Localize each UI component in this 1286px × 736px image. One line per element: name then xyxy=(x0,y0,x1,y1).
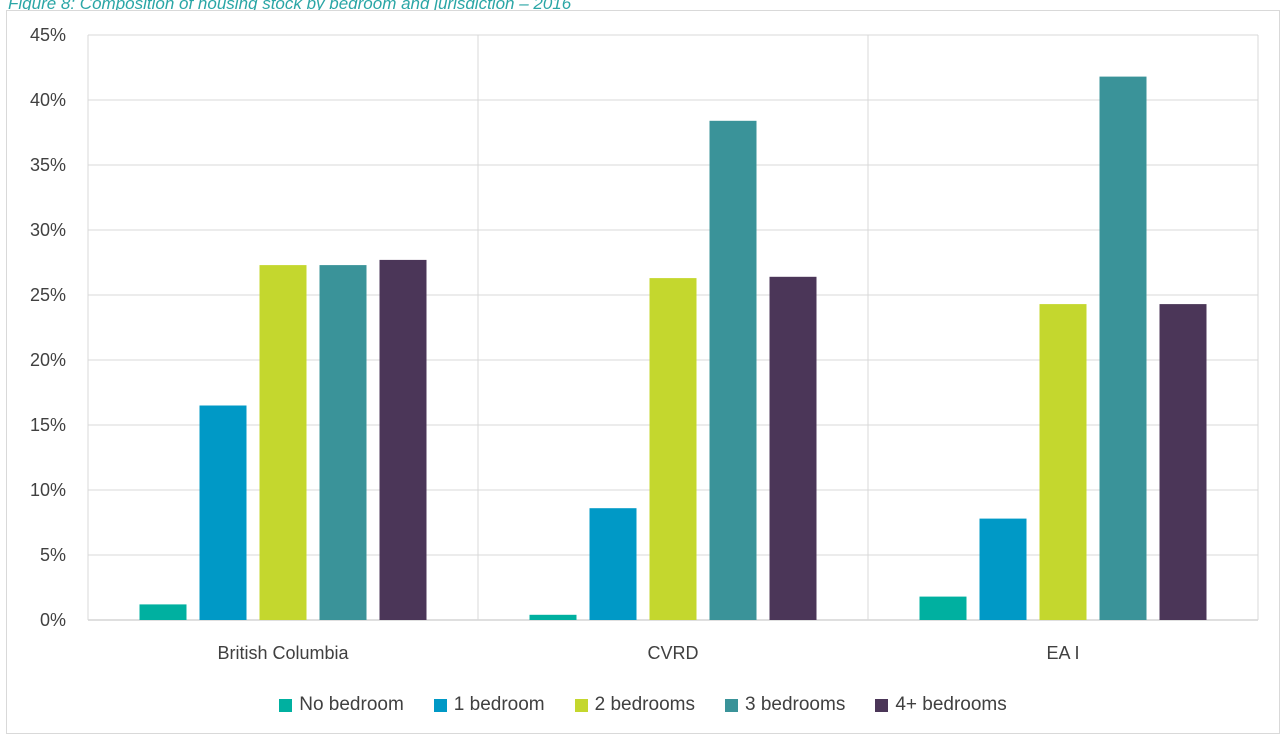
legend-swatch xyxy=(279,698,293,712)
bar-2-bedrooms xyxy=(649,278,697,620)
y-tick-label: 35% xyxy=(30,155,66,175)
y-tick-label: 45% xyxy=(30,25,66,45)
y-tick-label: 25% xyxy=(30,285,66,305)
bar-1-bedroom xyxy=(199,405,247,620)
bar-3-bedrooms xyxy=(319,265,367,620)
bar-no-bedroom xyxy=(139,604,187,620)
x-tick-label: CVRD xyxy=(647,643,698,663)
bar-chart: 0% 5% 10% 15% 20% 25% 30% 35% 40% 45% British Colu… xyxy=(30,25,1259,663)
legend-label: 1 bedroom xyxy=(453,694,545,715)
legend-label: 4+ bedrooms xyxy=(895,694,1007,715)
y-tick-label: 15% xyxy=(30,415,66,435)
bar-4-bedrooms xyxy=(1159,304,1207,620)
bar-2-bedrooms xyxy=(1039,304,1087,620)
bar-1-bedroom xyxy=(979,518,1027,620)
bar-3-bedrooms xyxy=(709,120,757,621)
chart-caption: Figure 8: Composition of housing stock b… xyxy=(8,0,572,13)
legend-item: 2 bedrooms xyxy=(574,694,695,716)
legend-swatch xyxy=(574,698,588,712)
bar-4-bedrooms xyxy=(379,259,427,620)
y-tick-label: 40% xyxy=(30,90,66,110)
legend-item: 4+ bedrooms xyxy=(875,694,1007,716)
x-tick-label: British Columbia xyxy=(217,643,349,663)
legend-item: 3 bedrooms xyxy=(724,694,846,716)
bar-no-bedroom xyxy=(919,596,967,620)
y-tick-label: 20% xyxy=(30,350,66,370)
legend-swatch xyxy=(724,698,738,712)
legend-label: 2 bedrooms xyxy=(594,694,695,715)
y-tick-label: 5% xyxy=(40,545,66,565)
chart-legend: No bedroom 1 bedroom 2 bedrooms 3 bedrooms 4… xyxy=(0,690,1286,720)
legend-item: 1 bedroom xyxy=(433,694,545,716)
legend-label: No bedroom xyxy=(299,694,404,715)
legend-swatch xyxy=(875,698,889,712)
bar-4-bedrooms xyxy=(769,276,817,620)
legend-swatch xyxy=(433,698,447,712)
bar-3-bedrooms xyxy=(1099,76,1147,621)
y-tick-label: 30% xyxy=(30,220,66,240)
legend-item: No bedroom xyxy=(279,694,404,716)
bar-1-bedroom xyxy=(589,508,637,620)
bar-no-bedroom xyxy=(529,614,577,620)
legend-label: 3 bedrooms xyxy=(744,694,846,715)
y-tick-label: 10% xyxy=(30,480,66,500)
x-tick-label: EA I xyxy=(1046,643,1079,663)
y-tick-label: 0% xyxy=(40,610,66,630)
bar-2-bedrooms xyxy=(259,265,307,620)
